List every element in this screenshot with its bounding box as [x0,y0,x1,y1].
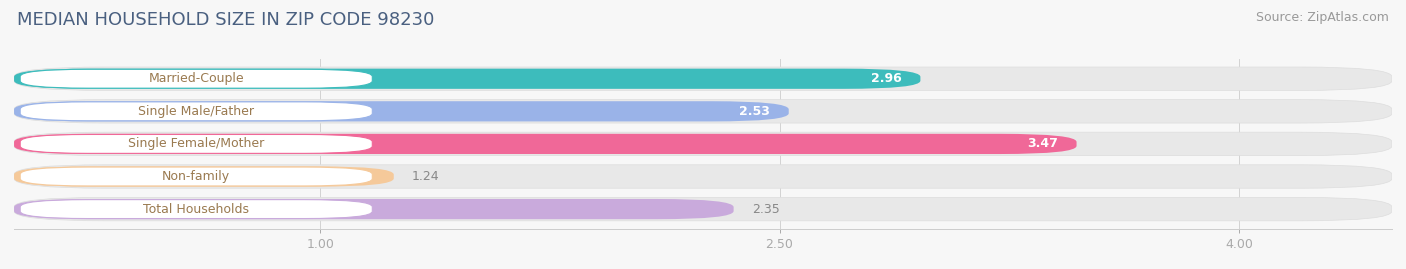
Text: 2.53: 2.53 [740,105,770,118]
Text: MEDIAN HOUSEHOLD SIZE IN ZIP CODE 98230: MEDIAN HOUSEHOLD SIZE IN ZIP CODE 98230 [17,11,434,29]
FancyBboxPatch shape [20,69,373,88]
Text: 3.47: 3.47 [1028,137,1059,150]
FancyBboxPatch shape [14,165,1392,188]
Text: Source: ZipAtlas.com: Source: ZipAtlas.com [1256,11,1389,24]
FancyBboxPatch shape [20,134,373,153]
Text: 2.96: 2.96 [872,72,903,85]
Text: Non-family: Non-family [162,170,231,183]
FancyBboxPatch shape [14,167,394,187]
FancyBboxPatch shape [14,67,1392,90]
FancyBboxPatch shape [20,200,373,218]
FancyBboxPatch shape [20,167,373,186]
FancyBboxPatch shape [14,199,734,219]
FancyBboxPatch shape [20,102,373,121]
FancyBboxPatch shape [14,69,921,89]
Text: Total Households: Total Households [143,203,249,215]
Text: Single Female/Mother: Single Female/Mother [128,137,264,150]
FancyBboxPatch shape [14,132,1392,156]
Text: Single Male/Father: Single Male/Father [138,105,254,118]
FancyBboxPatch shape [14,100,1392,123]
FancyBboxPatch shape [14,197,1392,221]
Text: 1.24: 1.24 [412,170,440,183]
Text: 2.35: 2.35 [752,203,780,215]
FancyBboxPatch shape [14,134,1077,154]
Text: Married-Couple: Married-Couple [149,72,245,85]
FancyBboxPatch shape [14,101,789,121]
